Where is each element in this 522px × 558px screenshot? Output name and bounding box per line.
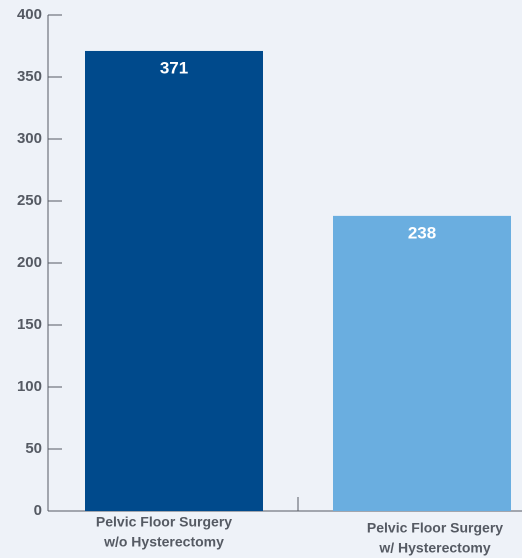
y-tick-label: 100 — [17, 378, 42, 395]
y-tick-label: 300 — [17, 130, 42, 147]
x-tick-label: Pelvic Floor Surgery — [367, 520, 503, 536]
y-tick-label: 400 — [17, 6, 42, 23]
y-tick-label: 200 — [17, 254, 42, 271]
x-tick-label: w/ Hysterectomy — [378, 540, 490, 556]
y-tick-label: 250 — [17, 192, 42, 209]
value-label: 238 — [408, 223, 436, 242]
y-tick-label: 150 — [17, 316, 42, 333]
x-tick-label: w/o Hysterectomy — [103, 534, 224, 550]
y-tick-label: 50 — [25, 440, 42, 457]
x-tick-label: Pelvic Floor Surgery — [96, 514, 232, 530]
value-label: 371 — [160, 58, 188, 77]
bar — [85, 50, 263, 512]
bar — [333, 215, 511, 511]
y-tick-label: 0 — [34, 502, 42, 519]
y-tick-label: 350 — [17, 68, 42, 85]
